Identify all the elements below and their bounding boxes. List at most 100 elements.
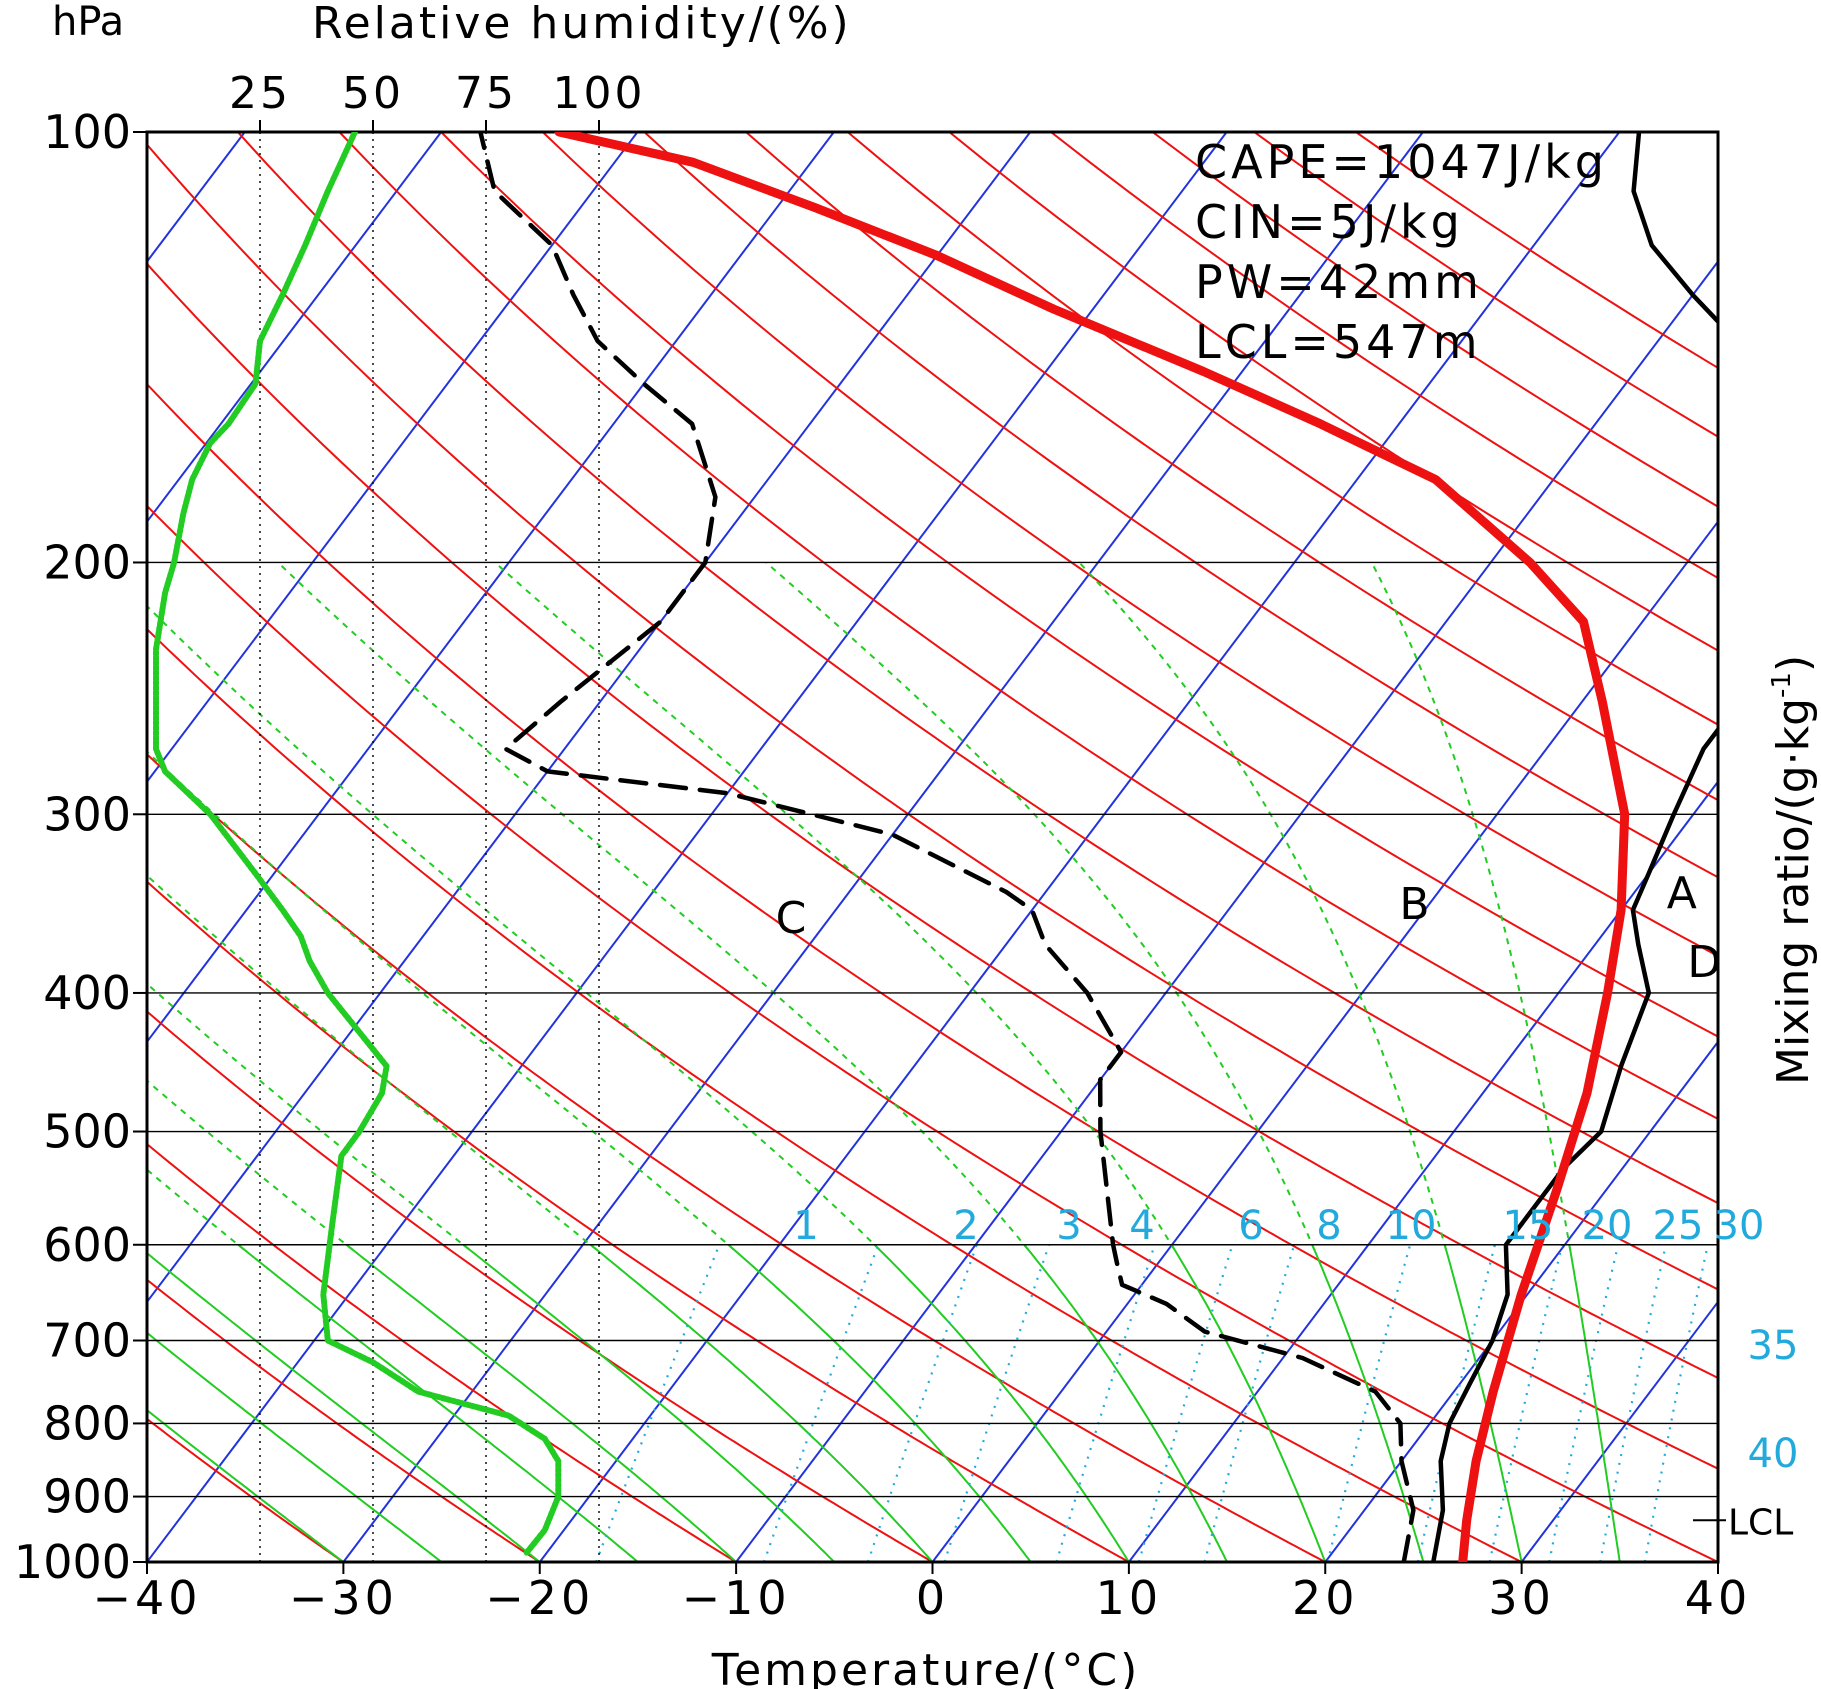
pressure-tick-label: 600 bbox=[43, 1218, 131, 1272]
mixing-ratio-line bbox=[866, 1244, 978, 1562]
mixing-ratio-line bbox=[762, 1244, 880, 1562]
rh-tick-label: 100 bbox=[553, 68, 646, 119]
dry-adiabat-line bbox=[147, 382, 1718, 1470]
mixing-ratio-label: 35 bbox=[1748, 1323, 1799, 1369]
mixing-ratio-label: 30 bbox=[1714, 1203, 1765, 1249]
dry-adiabat-line bbox=[542, 132, 1718, 958]
moist-adiabat-line bbox=[147, 1251, 541, 1562]
pressure-tick-label: 900 bbox=[43, 1470, 131, 1524]
mixing-ratio-label: 2 bbox=[953, 1203, 978, 1249]
mixing-ratio-label: 8 bbox=[1316, 1203, 1341, 1249]
pressure-tick-label: 500 bbox=[43, 1105, 131, 1159]
moist-adiabat-line bbox=[1023, 1244, 1228, 1562]
dry-adiabat-line bbox=[440, 132, 1718, 1038]
isotherm-line bbox=[147, 132, 835, 1044]
dry-adiabat-line bbox=[147, 504, 1718, 1562]
isotherm-line bbox=[0, 132, 48, 1562]
point-label-a: A bbox=[1667, 868, 1697, 919]
mixing-ratio-line bbox=[595, 1244, 721, 1562]
dry-adiabat-line bbox=[745, 132, 1718, 802]
plot-frame bbox=[133, 120, 1726, 1574]
dry-adiabat-line bbox=[846, 132, 1718, 726]
moist-adiabat-line bbox=[277, 561, 1030, 1251]
rh-axis-label: Relative humidity/(%) bbox=[312, 0, 852, 49]
pressure-tick-label: 400 bbox=[43, 966, 131, 1020]
isotherm-line bbox=[1324, 1040, 1718, 1562]
pw-value: PW=42mm bbox=[1195, 255, 1483, 309]
isotherm-line bbox=[539, 132, 1621, 1562]
pressure-tick-label: 700 bbox=[43, 1313, 131, 1367]
temperature-tick-label: 30 bbox=[1488, 1571, 1555, 1625]
temperature-tick-label: −20 bbox=[485, 1571, 594, 1625]
parcel-profile-line bbox=[554, 132, 1630, 1562]
moist-adiabat-line bbox=[873, 1244, 1130, 1562]
temperature-tick-label: 20 bbox=[1292, 1571, 1359, 1625]
isotherm-line bbox=[1128, 780, 1718, 1562]
moist-adiabat-line bbox=[0, 563, 47, 1250]
mixing-ratio-axis-label: Mixing ratio/(g·kg-1) bbox=[1767, 655, 1819, 1085]
mixing-ratio-line bbox=[1326, 1244, 1412, 1562]
moist-adiabat-line bbox=[589, 1244, 934, 1562]
isotherm-line bbox=[931, 519, 1718, 1562]
temperature-tick-label: −30 bbox=[289, 1571, 398, 1625]
moist-adiabat-line bbox=[494, 561, 1176, 1251]
temperature-axis-label: Temperature/(°C) bbox=[711, 1645, 1141, 1689]
mixing-ratio-label: 3 bbox=[1056, 1203, 1081, 1249]
temperature-tick-label: −10 bbox=[682, 1571, 791, 1625]
pressure-tick-label: 1000 bbox=[14, 1535, 131, 1589]
dry-adiabat-line bbox=[147, 1278, 541, 1562]
mixing-ratio-line bbox=[1137, 1244, 1234, 1562]
isotherm-line bbox=[735, 259, 1718, 1562]
mixing-ratio-label: 40 bbox=[1748, 1431, 1799, 1477]
dry-adiabat-line bbox=[147, 1010, 934, 1562]
point-label-b: B bbox=[1399, 879, 1429, 930]
pressure-tick-label: 300 bbox=[43, 787, 131, 841]
dry-adiabat-line bbox=[147, 753, 1326, 1562]
lcl-label: LCL bbox=[1728, 1502, 1793, 1543]
rh-tick-label: 25 bbox=[229, 68, 291, 119]
dry-adiabat-line bbox=[147, 1142, 737, 1562]
dry-adiabat-line bbox=[147, 880, 1130, 1562]
mixing-ratio-label: 20 bbox=[1582, 1203, 1633, 1249]
point-label-c: C bbox=[776, 893, 807, 944]
mixing-ratio-label: 10 bbox=[1386, 1203, 1437, 1249]
pressure-tick-label: 800 bbox=[43, 1396, 131, 1450]
mixing-ratio-line bbox=[1203, 1244, 1296, 1562]
mixing-ratio-line bbox=[1643, 1244, 1709, 1562]
moist-adiabat-line bbox=[147, 750, 735, 1251]
pressure-axis-label: hPa bbox=[52, 0, 124, 45]
chart-text: hPa Relative humidity/(%) Temperature/(°… bbox=[14, 0, 1819, 1689]
rh-tick-label: 75 bbox=[455, 68, 517, 119]
dry-adiabat-line bbox=[237, 132, 1718, 1205]
moist-adiabat-line bbox=[147, 874, 598, 1251]
moist-adiabat-line bbox=[1078, 561, 1448, 1251]
dry-adiabat-line bbox=[147, 143, 1718, 1291]
mixing-ratio-label: 25 bbox=[1653, 1203, 1704, 1249]
mixing-ratio-label: 4 bbox=[1129, 1203, 1154, 1249]
dry-adiabat-line bbox=[147, 262, 1718, 1380]
moist-adiabat-line bbox=[147, 982, 471, 1251]
indices-box: CAPE=1047J/kg CIN=5J/kg PW=42mm LCL=547m bbox=[1195, 135, 1604, 369]
sounding-profiles bbox=[153, 132, 1718, 1562]
moist-adiabat-line bbox=[237, 1244, 639, 1562]
isotherm-line bbox=[147, 132, 1228, 1562]
mixing-ratio-line bbox=[1548, 1244, 1620, 1562]
temperature-tick-label: 40 bbox=[1685, 1571, 1752, 1625]
isotherm-line bbox=[147, 132, 442, 524]
isotherm-line bbox=[147, 132, 1032, 1304]
temperature-profile-line bbox=[1431, 132, 1718, 1562]
isotherm-line bbox=[1520, 1300, 1718, 1562]
moist-adiabat-line bbox=[727, 1244, 1032, 1562]
cin-value: CIN=5J/kg bbox=[1195, 195, 1464, 249]
mixing-ratio-label: 6 bbox=[1238, 1203, 1263, 1249]
rh-tick-label: 50 bbox=[342, 68, 404, 119]
dry-adiabat-line bbox=[147, 1417, 344, 1562]
plot-border bbox=[145, 130, 1720, 1564]
background-lines bbox=[0, 132, 1718, 1562]
moist-adiabat-line bbox=[1568, 1244, 1621, 1562]
isotherm-line bbox=[147, 132, 639, 784]
moist-adiabat-line bbox=[147, 604, 881, 1251]
pressure-tick-label: 200 bbox=[43, 535, 131, 589]
temperature-tick-label: 10 bbox=[1096, 1571, 1163, 1625]
